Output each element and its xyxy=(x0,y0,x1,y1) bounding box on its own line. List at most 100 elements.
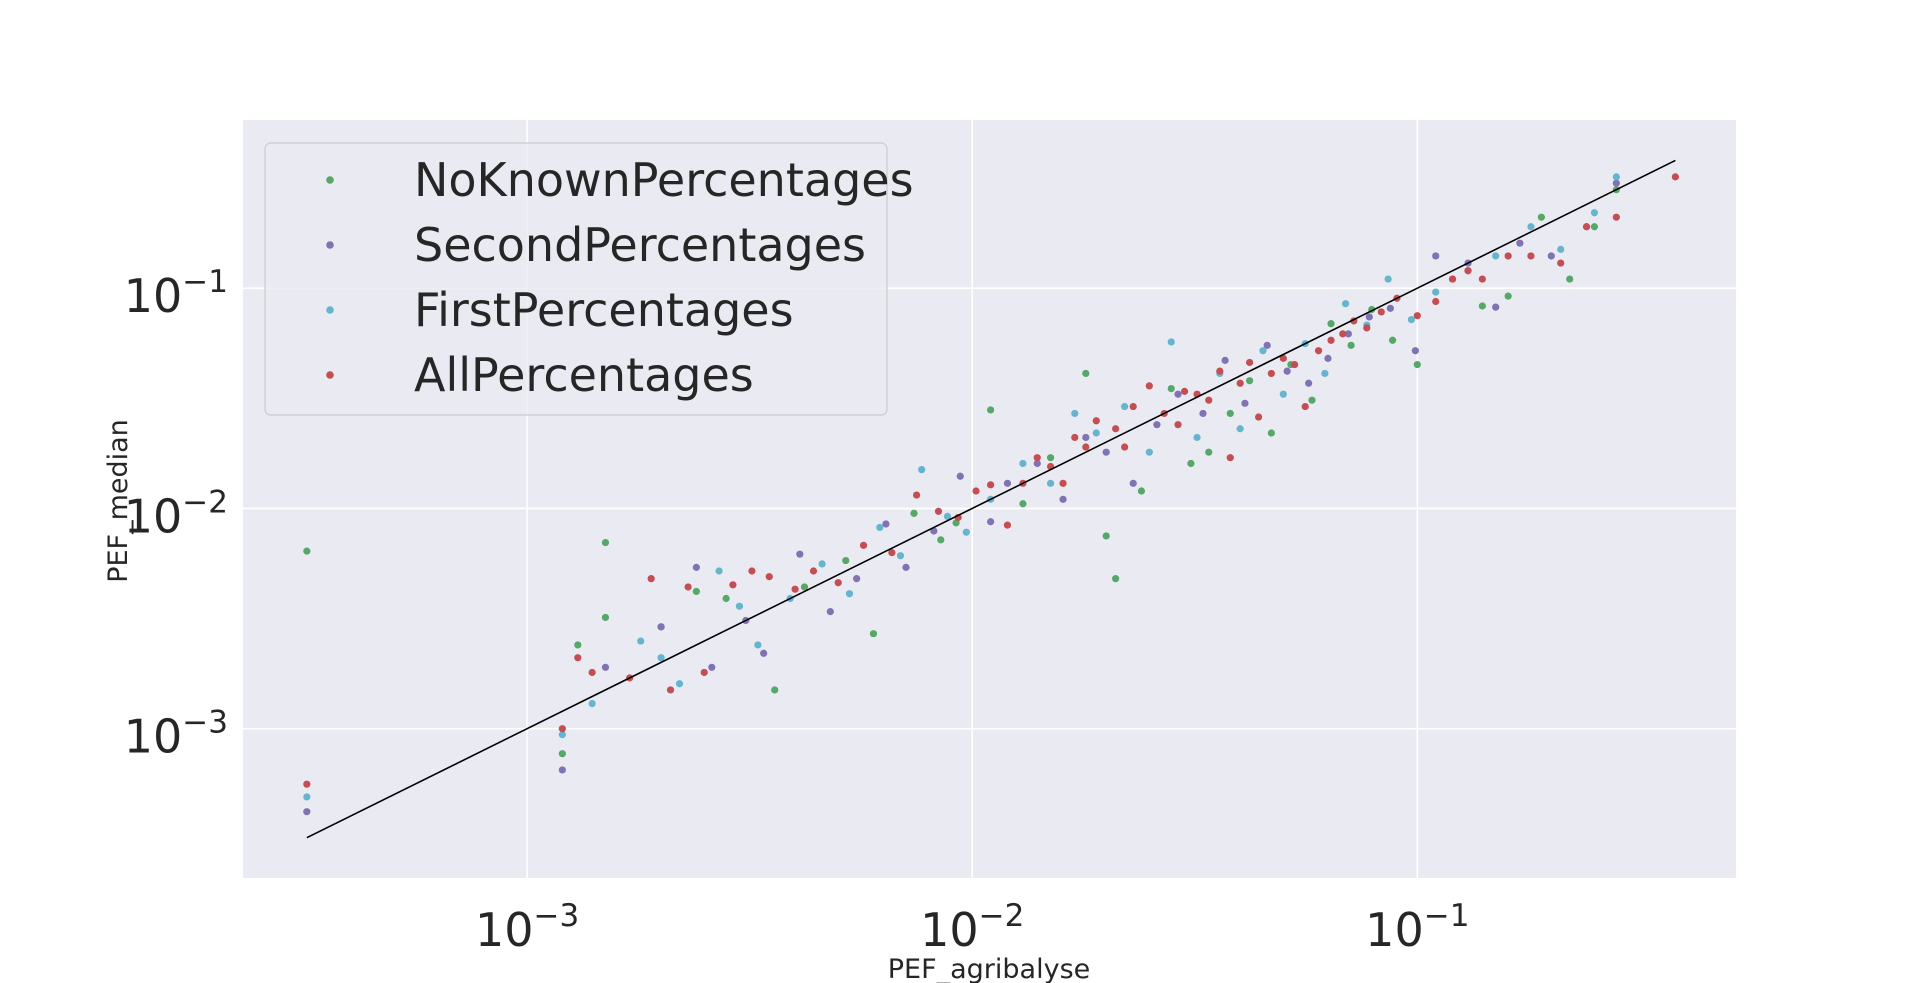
point-AllPercentages-28 xyxy=(1082,443,1090,451)
point-NoKnownPercentages-27 xyxy=(1267,429,1275,437)
point-AllPercentages-16 xyxy=(888,549,896,557)
series-SecondPercentages xyxy=(303,179,1620,816)
point-NoKnownPercentages-12 xyxy=(910,509,918,517)
point-AllPercentages-53 xyxy=(1377,308,1385,316)
point-FirstPercentages-36 xyxy=(1432,288,1440,296)
point-AllPercentages-18 xyxy=(934,507,943,515)
point-FirstPercentages-22 xyxy=(1121,402,1129,411)
point-SecondPercentages-1 xyxy=(558,766,566,774)
point-NoKnownPercentages-17 xyxy=(1046,454,1055,462)
point-AllPercentages-17 xyxy=(912,491,921,499)
point-NoKnownPercentages-25 xyxy=(1226,409,1234,418)
point-SecondPercentages-28 xyxy=(1283,367,1291,375)
point-NoKnownPercentages-0 xyxy=(303,547,311,555)
point-AllPercentages-7 xyxy=(684,583,692,591)
series-AllPercentages xyxy=(303,173,1679,788)
point-NoKnownPercentages-39 xyxy=(1566,275,1574,283)
point-FirstPercentages-35 xyxy=(1407,315,1416,324)
x-tick-label-1: 10−2 xyxy=(920,898,1024,957)
point-AllPercentages-20 xyxy=(972,487,980,495)
point-NoKnownPercentages-20 xyxy=(1112,575,1120,583)
point-AllPercentages-40 xyxy=(1226,454,1234,462)
point-FirstPercentages-15 xyxy=(943,512,952,521)
point-SecondPercentages-2 xyxy=(601,663,610,671)
point-AllPercentages-41 xyxy=(1236,379,1244,387)
point-NoKnownPercentages-29 xyxy=(1308,396,1316,404)
point-AllPercentages-47 xyxy=(1301,402,1309,411)
point-AllPercentages-48 xyxy=(1314,347,1323,355)
point-SecondPercentages-4 xyxy=(692,563,700,571)
point-NoKnownPercentages-16 xyxy=(1019,500,1027,508)
point-FirstPercentages-29 xyxy=(1279,390,1287,398)
point-SecondPercentages-14 xyxy=(956,472,964,480)
legend-frame xyxy=(264,142,888,416)
point-SecondPercentages-12 xyxy=(902,563,910,571)
point-FirstPercentages-13 xyxy=(896,552,905,560)
point-SecondPercentages-32 xyxy=(1365,313,1373,321)
point-FirstPercentages-16 xyxy=(962,528,970,536)
legend-marker-NoKnownPercentages xyxy=(326,176,334,184)
point-SecondPercentages-20 xyxy=(1102,448,1110,456)
point-AllPercentages-15 xyxy=(859,541,868,549)
point-AllPercentages-61 xyxy=(1527,252,1535,260)
point-FirstPercentages-27 xyxy=(1236,425,1244,433)
point-FirstPercentages-19 xyxy=(1046,479,1055,487)
point-SecondPercentages-26 xyxy=(1241,399,1249,407)
point-NoKnownPercentages-3 xyxy=(601,538,610,547)
point-AllPercentages-8 xyxy=(700,668,708,677)
data-points xyxy=(303,173,1679,816)
point-SecondPercentages-18 xyxy=(1059,495,1067,503)
legend-entries: NoKnownPercentages SecondPercentages First… xyxy=(326,153,914,402)
point-NoKnownPercentages-10 xyxy=(842,556,850,565)
point-SecondPercentages-11 xyxy=(882,520,890,528)
point-FirstPercentages-42 xyxy=(1612,173,1620,181)
point-AllPercentages-6 xyxy=(666,686,675,694)
point-AllPercentages-3 xyxy=(588,668,596,677)
point-AllPercentages-45 xyxy=(1279,354,1287,362)
point-NoKnownPercentages-13 xyxy=(937,536,945,544)
point-AllPercentages-38 xyxy=(1205,396,1213,404)
point-FirstPercentages-3 xyxy=(637,637,645,645)
point-AllPercentages-13 xyxy=(809,567,818,575)
point-AllPercentages-59 xyxy=(1478,275,1486,283)
point-FirstPercentages-34 xyxy=(1384,275,1392,283)
point-FirstPercentages-25 xyxy=(1193,433,1201,442)
point-AllPercentages-44 xyxy=(1267,369,1275,378)
point-NoKnownPercentages-15 xyxy=(987,406,995,414)
y-tick-label-2: 10−1 xyxy=(124,264,228,323)
point-FirstPercentages-18 xyxy=(1019,459,1027,468)
point-FirstPercentages-0 xyxy=(303,793,311,801)
point-SecondPercentages-21 xyxy=(1129,479,1137,487)
point-AllPercentages-62 xyxy=(1557,259,1565,267)
point-AllPercentages-56 xyxy=(1432,297,1440,306)
point-SecondPercentages-7 xyxy=(760,649,768,657)
point-SecondPercentages-3 xyxy=(657,623,665,631)
point-SecondPercentages-10 xyxy=(853,575,861,583)
point-SecondPercentages-39 xyxy=(1547,252,1555,260)
y-axis-label: PEF_median xyxy=(103,419,134,583)
point-FirstPercentages-41 xyxy=(1590,209,1599,217)
point-FirstPercentages-38 xyxy=(1492,252,1500,260)
point-FirstPercentages-39 xyxy=(1527,223,1535,231)
point-AllPercentages-55 xyxy=(1413,312,1421,320)
point-AllPercentages-32 xyxy=(1129,402,1137,411)
point-NoKnownPercentages-23 xyxy=(1187,459,1195,468)
x-axis-label: PEF_agribalyse xyxy=(888,954,1091,983)
point-AllPercentages-39 xyxy=(1216,367,1224,375)
point-AllPercentages-36 xyxy=(1180,387,1189,395)
x-tick-label-0: 10−3 xyxy=(475,898,579,957)
point-SecondPercentages-35 xyxy=(1432,252,1440,260)
point-NoKnownPercentages-26 xyxy=(1246,377,1254,385)
point-NoKnownPercentages-37 xyxy=(1504,292,1512,300)
point-AllPercentages-29 xyxy=(1092,417,1100,425)
point-NoKnownPercentages-1 xyxy=(558,750,566,758)
point-AllPercentages-5 xyxy=(647,575,655,583)
point-AllPercentages-21 xyxy=(987,481,995,489)
y-tick-label-0: 10−3 xyxy=(124,705,228,764)
point-AllPercentages-30 xyxy=(1112,425,1120,433)
point-AllPercentages-63 xyxy=(1582,223,1591,231)
legend-label-SecondPercentages: SecondPercentages xyxy=(414,218,866,272)
point-NoKnownPercentages-4 xyxy=(601,613,610,622)
point-FirstPercentages-12 xyxy=(876,523,884,532)
point-FirstPercentages-32 xyxy=(1341,300,1350,308)
